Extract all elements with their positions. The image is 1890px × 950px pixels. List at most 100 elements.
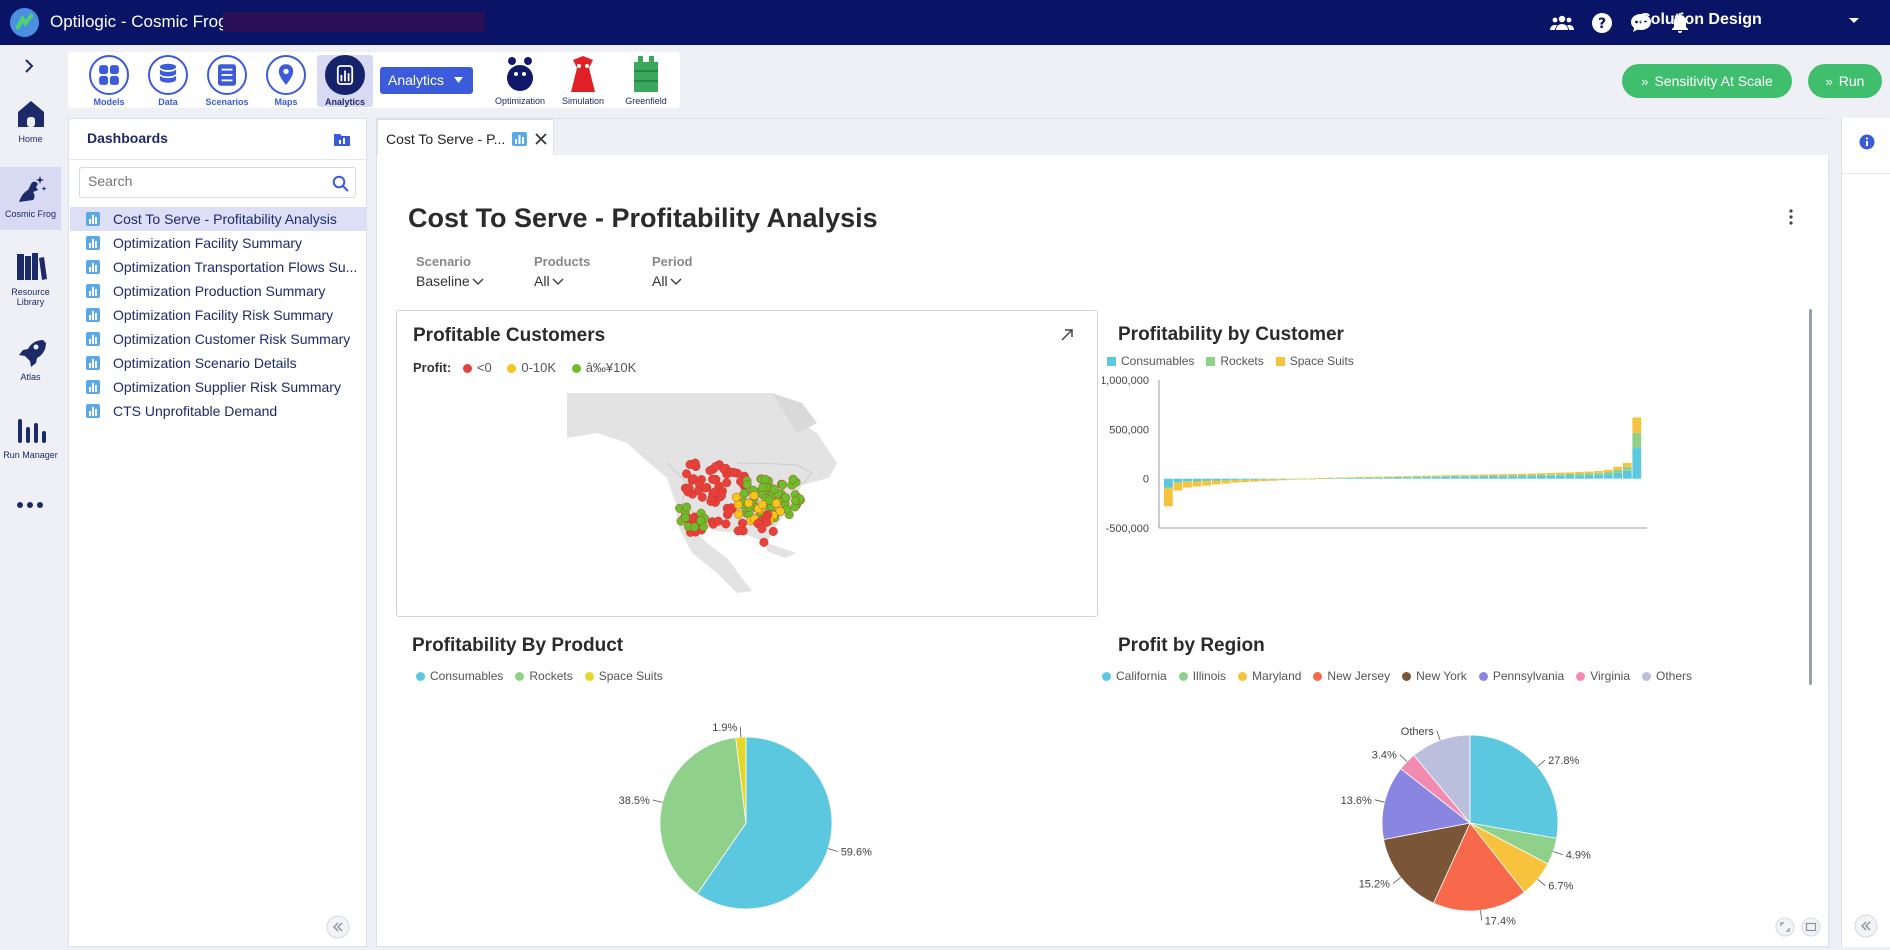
bar-segment[interactable] — [1403, 477, 1412, 479]
greenfield-button[interactable]: Greenfield — [614, 54, 678, 106]
bar-segment[interactable] — [1517, 475, 1527, 477]
close-icon[interactable] — [534, 132, 548, 146]
bar-segment[interactable] — [1479, 475, 1489, 477]
nav-run-manager[interactable]: Run Manager — [0, 413, 61, 468]
legend-item[interactable]: Consumables — [1107, 354, 1194, 368]
customer-marker[interactable] — [788, 474, 798, 484]
scrollbar[interactable] — [1809, 309, 1812, 685]
bar-segment[interactable] — [1374, 477, 1384, 479]
bar-segment[interactable] — [1269, 479, 1278, 481]
bar-segment[interactable] — [1393, 476, 1403, 478]
customer-marker[interactable] — [680, 513, 690, 523]
bar-segment[interactable] — [1469, 474, 1479, 476]
customer-marker[interactable] — [684, 483, 694, 493]
bar-segment[interactable] — [1441, 476, 1450, 477]
bar-segment[interactable] — [1355, 477, 1364, 478]
customer-marker[interactable] — [724, 507, 734, 517]
dashboard-list-item[interactable]: CTS Unprofitable Demand — [70, 399, 366, 423]
bar-segment[interactable] — [1173, 478, 1183, 483]
bar-segment[interactable] — [1412, 476, 1422, 478]
bar-segment[interactable] — [1192, 481, 1202, 487]
bar-segment[interactable] — [1603, 474, 1613, 479]
bar-segment[interactable] — [1412, 477, 1422, 479]
bar-segment[interactable] — [1575, 472, 1584, 474]
bar-segment[interactable] — [1460, 476, 1470, 479]
bar-segment[interactable] — [1422, 477, 1431, 479]
bar-segment[interactable] — [1489, 476, 1498, 479]
bar-segment[interactable] — [1383, 476, 1393, 478]
customer-marker[interactable] — [722, 478, 732, 488]
bar-segment[interactable] — [1259, 478, 1269, 480]
bar-segment[interactable] — [1632, 448, 1642, 479]
bar-segment[interactable] — [1565, 473, 1575, 476]
customer-marker[interactable] — [709, 474, 719, 484]
customer-marker[interactable] — [705, 466, 715, 476]
bar-segment[interactable] — [1422, 475, 1431, 477]
bar-segment[interactable] — [1489, 474, 1498, 476]
bar-segment[interactable] — [1489, 475, 1498, 477]
customer-marker[interactable] — [759, 537, 769, 547]
team-icon[interactable] — [1550, 11, 1574, 35]
bar-segment[interactable] — [1441, 477, 1450, 479]
filter-products[interactable]: Products All — [534, 254, 590, 289]
bar-segment[interactable] — [1469, 476, 1479, 479]
bar-segment[interactable] — [1431, 476, 1441, 478]
bar-segment[interactable] — [1164, 478, 1173, 487]
customer-marker[interactable] — [775, 506, 785, 516]
bar-segment[interactable] — [1345, 477, 1355, 479]
customer-marker[interactable] — [778, 480, 788, 490]
bar-segment[interactable] — [1364, 477, 1374, 478]
bar-segment[interactable] — [1211, 478, 1221, 481]
customer-marker[interactable] — [713, 516, 723, 526]
bar-segment[interactable] — [1183, 481, 1192, 482]
filter-period[interactable]: Period All — [652, 254, 692, 289]
legend-item[interactable]: California — [1102, 669, 1167, 683]
dashboard-list-item[interactable]: Optimization Customer Risk Summary — [70, 327, 366, 351]
nav-home[interactable]: Home — [0, 97, 61, 145]
bar-segment[interactable] — [1431, 477, 1441, 479]
bar-segment[interactable] — [1221, 478, 1231, 481]
bar-segment[interactable] — [1422, 476, 1431, 478]
customer-marker[interactable] — [731, 492, 741, 502]
customer-marker[interactable] — [716, 491, 726, 501]
bar-segment[interactable] — [1173, 482, 1183, 483]
bar-segment[interactable] — [1364, 476, 1374, 478]
bar-segment[interactable] — [1183, 478, 1192, 482]
dashboard-list-item[interactable]: Optimization Production Summary — [70, 279, 366, 303]
customer-marker[interactable] — [749, 491, 759, 501]
sensitivity-at-scale-button[interactable]: » Sensitivity At Scale — [1622, 64, 1792, 98]
bar-segment[interactable] — [1230, 480, 1240, 483]
region-pie-chart[interactable]: 27.8% 4.9% 6.7% 17.4% 15.2% 13.6% 3.4% Others — [1282, 681, 1662, 941]
customer-marker[interactable] — [690, 522, 700, 532]
customer-marker[interactable] — [681, 469, 691, 479]
dashboard-list-item[interactable]: Optimization Facility Risk Summary — [70, 303, 366, 327]
customer-marker[interactable] — [769, 484, 779, 494]
customer-marker[interactable] — [682, 502, 692, 512]
chat-icon[interactable] — [1629, 11, 1653, 35]
bar-segment[interactable] — [1336, 477, 1345, 479]
customer-marker[interactable] — [758, 482, 768, 492]
collapse-right-icon[interactable] — [1854, 914, 1878, 938]
bar-segment[interactable] — [1431, 475, 1441, 477]
bar-segment[interactable] — [1517, 473, 1527, 475]
bar-segment[interactable] — [1250, 478, 1259, 480]
bar-segment[interactable] — [1164, 487, 1173, 489]
bar-segment[interactable] — [1498, 474, 1508, 476]
bar-segment[interactable] — [1613, 466, 1623, 470]
chevron-down-icon[interactable] — [1846, 12, 1862, 28]
bar-segment[interactable] — [1498, 475, 1508, 477]
pie-slice[interactable] — [1383, 822, 1471, 904]
customer-marker[interactable] — [757, 499, 767, 509]
bar-segment[interactable] — [1536, 473, 1546, 475]
optilogic-logo-icon[interactable] — [9, 7, 40, 38]
customer-marker[interactable] — [721, 519, 731, 529]
bar-segment[interactable] — [1345, 477, 1355, 478]
bar-segment[interactable] — [1317, 478, 1326, 479]
bar-segment[interactable] — [1355, 477, 1364, 479]
customer-marker[interactable] — [733, 526, 743, 536]
legend-item[interactable]: Maryland — [1238, 669, 1301, 683]
bar-segment[interactable] — [1450, 476, 1460, 477]
bar-segment[interactable] — [1192, 481, 1202, 482]
help-icon[interactable]: ? — [1590, 11, 1614, 35]
customer-marker[interactable] — [734, 509, 744, 519]
